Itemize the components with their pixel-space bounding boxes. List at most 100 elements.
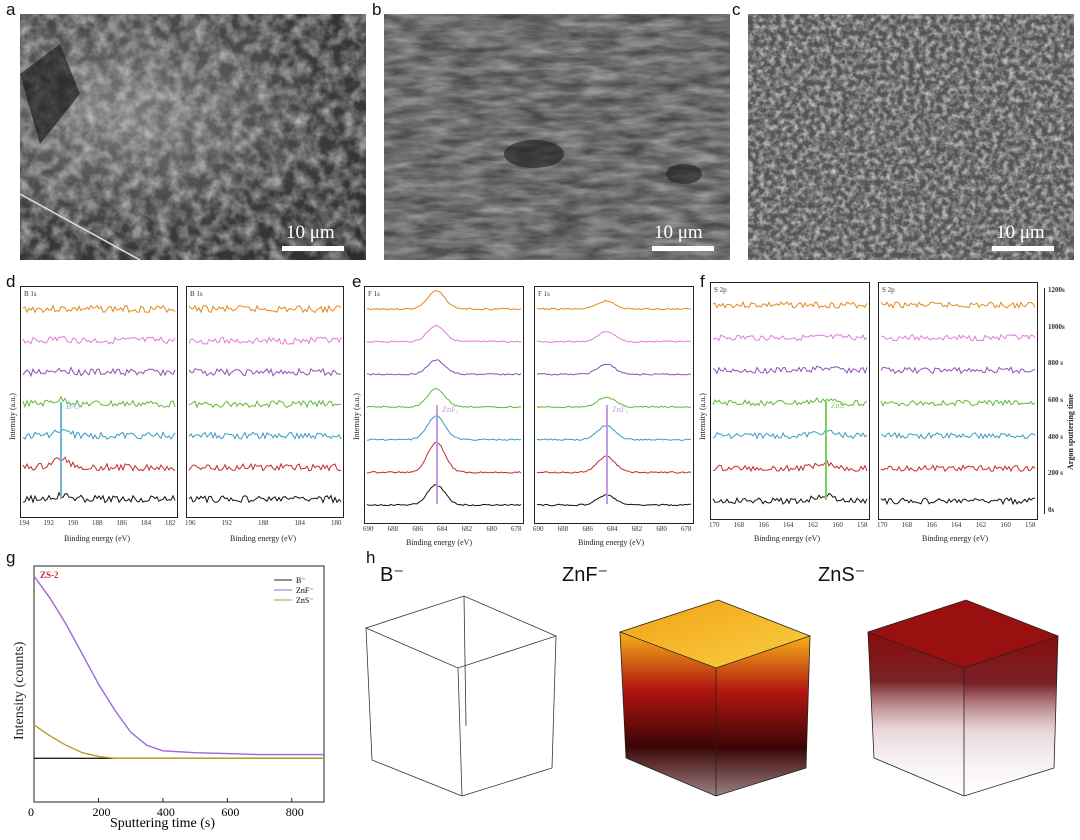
xps-annotation: ZnF₂	[612, 405, 629, 414]
xps-tick-label: 196	[185, 519, 196, 527]
xps-trace	[188, 462, 342, 472]
xps-tick-label: 680	[486, 525, 497, 533]
chart-ylabel: Intensity (counts)	[12, 641, 27, 740]
xps-trace	[366, 441, 522, 474]
legend-label: ZnS⁻	[296, 596, 314, 605]
xps-trace	[712, 429, 868, 440]
sem-image-a: 10 μm	[20, 14, 366, 260]
xps-tick-label: 160	[832, 521, 843, 529]
time-tick: 200 s	[1048, 469, 1063, 478]
xps-f-right: 170 168 166 164 162 160 158	[877, 282, 1038, 529]
xps-tick-label: 690	[363, 525, 374, 533]
tof-label-zns: ZnS⁻	[818, 564, 866, 586]
xps-trace	[22, 304, 176, 314]
time-tick: 800 s	[1048, 359, 1063, 368]
xps-tick-label: 158	[857, 521, 868, 529]
chart-xtick: 400	[157, 805, 175, 819]
scale-label-a: 10 μm	[286, 222, 335, 243]
chart-frame	[33, 565, 325, 803]
tof-cube-znf	[618, 599, 812, 797]
xps-trace	[22, 428, 176, 440]
xps-arrow	[436, 405, 439, 505]
xps-trace	[188, 399, 342, 409]
xps-trace	[536, 363, 692, 376]
xps-trace	[536, 424, 692, 441]
xps-d-left-title: B 1s	[24, 290, 37, 298]
sem-image-b: 10 μm	[384, 14, 730, 260]
xps-trace	[366, 289, 522, 311]
panel-label-h: h	[366, 548, 376, 567]
chart-xtick: 200	[92, 805, 110, 819]
chart-sample-label: ZS-2	[40, 570, 59, 580]
xps-tick-label: 168	[901, 521, 913, 529]
xps-tick-label: 686	[412, 525, 423, 533]
xps-tick-label: 158	[1025, 521, 1036, 529]
xps-trace	[712, 365, 868, 375]
chart-xtick: 800	[286, 805, 304, 819]
xps-trace	[188, 304, 342, 314]
xps-tick-label: 164	[783, 521, 794, 529]
box-d2-traces	[188, 304, 342, 504]
xps-f-ylabel: Intensity (a.u.)	[698, 393, 707, 440]
xps-trace	[880, 431, 1036, 440]
tof-label-b: B⁻	[380, 564, 404, 586]
xps-trace	[366, 359, 522, 376]
xps-trace	[366, 483, 522, 507]
xps-trace	[366, 388, 522, 409]
xps-trace	[712, 492, 868, 505]
legend-label: B⁻	[296, 576, 306, 585]
xps-trace	[366, 414, 522, 441]
time-tick: 0s	[1048, 506, 1055, 514]
panel-label-g: g	[6, 548, 16, 567]
xps-trace	[536, 299, 692, 311]
xps-trace	[188, 367, 342, 377]
xps-e-left-title: F 1s	[368, 290, 380, 298]
xps-trace	[188, 494, 342, 504]
xps-trace	[22, 491, 176, 504]
panel-label-f: f	[700, 272, 705, 291]
scale-label-b: 10 μm	[654, 222, 703, 243]
xps-annotation: ZnS	[830, 401, 845, 410]
xps-tick-label: 690	[533, 525, 544, 533]
scale-bar-c	[992, 246, 1054, 251]
xps-f-left-title: S 2p	[714, 286, 727, 294]
xps-tick-label: 170	[709, 521, 720, 529]
xps-trace	[881, 333, 1036, 342]
xps-f-left: 170 168 166 164 162 160 158 ZnS	[709, 282, 870, 529]
xps-tick-label: 186	[116, 519, 127, 527]
xps-d-left: 194 192 190 188 186 184 182 B-O	[19, 286, 178, 527]
xps-tick-label: 160	[1000, 521, 1011, 529]
sem-texture-c	[748, 14, 1074, 260]
xps-trace	[188, 336, 342, 345]
time-tick: 400 s	[1048, 432, 1063, 441]
xps-tick-label: 682	[631, 525, 643, 533]
xps-e-left: 690 688 686 684 682 680 678 ZnF₂	[363, 286, 524, 533]
xps-trace	[712, 459, 868, 473]
sputter-chart: B⁻ZnF⁻ZnS⁻ 0 200 400 600 800	[28, 565, 325, 819]
xps-trace	[22, 395, 176, 409]
xps-f-left-xlabel: Binding energy (eV)	[754, 534, 821, 543]
tof-cube-zns	[866, 599, 1060, 797]
chart-xtick: 0	[28, 805, 34, 819]
sem-texture-b	[384, 14, 730, 260]
scale-label-c: 10 μm	[996, 222, 1045, 243]
time-tick: 600 s	[1048, 396, 1063, 404]
xps-trace	[880, 399, 1036, 407]
xps-arrow	[60, 402, 62, 499]
xps-trace	[880, 301, 1036, 309]
xps-tick-label: 684	[607, 525, 618, 533]
tof-cube-b	[364, 595, 558, 797]
box-d1-traces	[22, 304, 176, 504]
chart-series-2	[33, 724, 324, 759]
panel-label-d: d	[6, 272, 16, 291]
xps-tick-label: 188	[92, 519, 103, 527]
xps-arrow	[824, 401, 827, 501]
xps-tick-label: 166	[926, 521, 937, 529]
xps-d-right-xlabel: Binding energy (eV)	[230, 534, 297, 543]
scale-bar-b	[652, 246, 714, 251]
box-e2-traces	[536, 299, 692, 507]
xps-tick-label: 684	[437, 525, 448, 533]
xps-annotation: B-O	[66, 402, 80, 411]
chart-xlabel: Sputtering time (s)	[110, 816, 215, 831]
panel-label-a: a	[6, 0, 16, 19]
